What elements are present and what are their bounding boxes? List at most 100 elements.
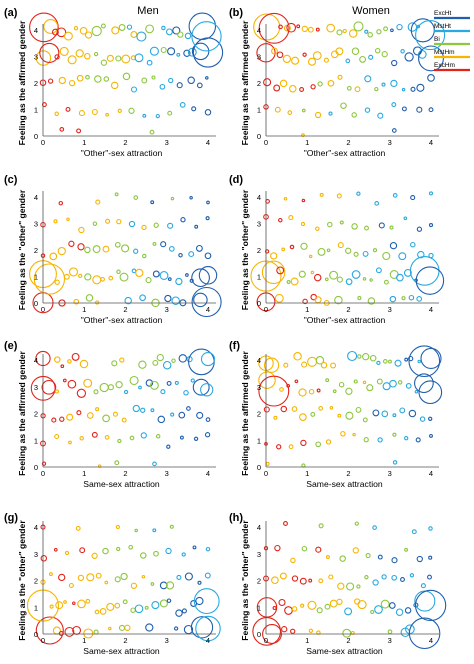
- data-bubble: [288, 444, 294, 450]
- data-bubble: [289, 244, 295, 250]
- x-tick-label: 1: [82, 305, 86, 314]
- x-tick-label: 4: [429, 305, 433, 314]
- data-bubble: [353, 251, 359, 257]
- data-bubble: [93, 629, 99, 635]
- data-bubble: [73, 26, 79, 31]
- data-bubble: [278, 598, 286, 607]
- data-bubble: [369, 278, 373, 282]
- data-bubble: [204, 572, 211, 579]
- data-bubble: [115, 524, 120, 530]
- data-bubble: [332, 389, 337, 394]
- data-bubble: [175, 277, 183, 286]
- data-bubble: [155, 113, 160, 119]
- data-bubble: [54, 54, 60, 60]
- y-tick-label: 0: [257, 299, 261, 308]
- data-bubble: [155, 434, 161, 439]
- data-bubble: [339, 555, 346, 562]
- data-bubble: [104, 435, 110, 440]
- data-bubble: [381, 410, 389, 418]
- data-bubble: [118, 624, 126, 631]
- data-bubble: [390, 28, 394, 33]
- data-bubble: [58, 631, 64, 636]
- data-bubble: [149, 129, 155, 135]
- data-bubble: [183, 390, 189, 396]
- data-bubble: [100, 23, 106, 29]
- data-bubble: [279, 387, 284, 392]
- data-bubble: [397, 380, 403, 385]
- data-bubble: [63, 31, 73, 41]
- data-bubble: [414, 590, 436, 612]
- data-bubble: [146, 59, 153, 66]
- data-bubble: [408, 345, 441, 378]
- data-bubble: [323, 57, 329, 63]
- data-bubble: [178, 354, 188, 363]
- data-bubble: [381, 82, 386, 87]
- data-bubble: [302, 52, 307, 57]
- data-bubble: [418, 45, 444, 72]
- data-bubble: [315, 441, 322, 448]
- data-bubble: [258, 375, 290, 407]
- data-bubble: [396, 273, 404, 282]
- y-tick-label: 2: [34, 410, 38, 419]
- y-tick-label: 1: [34, 106, 38, 115]
- data-bubble: [68, 240, 75, 247]
- data-bubble: [339, 220, 344, 225]
- data-bubble: [181, 552, 186, 557]
- data-bubble: [204, 252, 212, 260]
- data-bubble: [307, 26, 314, 33]
- data-bubble: [94, 75, 102, 83]
- y-axis-label: Feeling as the "other" gender: [17, 520, 27, 641]
- data-bubble: [129, 375, 139, 386]
- data-bubble: [105, 218, 111, 224]
- data-bubble: [416, 83, 425, 92]
- data-bubble: [258, 12, 290, 44]
- data-bubble: [53, 219, 58, 224]
- data-bubble: [85, 598, 91, 604]
- panel-b: (b)Feeling as the affirmed gender "Other"…: [229, 7, 446, 158]
- data-bubble: [403, 268, 412, 277]
- data-bubble: [138, 385, 142, 390]
- x-tick-label: 3: [388, 636, 392, 645]
- legend: ExcHt MstHt Bi MstHm ExcHm: [434, 10, 470, 72]
- data-bubble: [175, 609, 183, 617]
- data-bubble: [129, 435, 135, 441]
- x-axis-label: "Other"-sex attraction: [304, 315, 386, 325]
- y-tick-label: 2: [257, 577, 261, 586]
- data-bubble: [165, 547, 172, 555]
- y-tick-label: 4: [257, 193, 261, 202]
- data-bubble: [345, 278, 353, 286]
- data-bubble: [428, 191, 434, 196]
- data-bubble: [411, 529, 417, 535]
- y-axis-label: Feeling as the "other" gender: [240, 189, 250, 310]
- data-bubble: [59, 127, 65, 132]
- data-bubble: [364, 225, 369, 231]
- x-tick-label: 0: [41, 469, 45, 478]
- data-bubble: [99, 382, 109, 393]
- data-bubble: [59, 46, 69, 56]
- data-bubble: [356, 191, 361, 196]
- data-bubble: [78, 110, 85, 117]
- y-tick-label: 4: [34, 193, 38, 202]
- data-bubble: [359, 55, 367, 63]
- data-bubble: [107, 384, 114, 391]
- data-bubble: [286, 280, 291, 284]
- data-bubble: [408, 617, 441, 650]
- data-bubble: [398, 252, 407, 261]
- data-bubble: [152, 528, 157, 533]
- data-bubble: [193, 588, 220, 615]
- data-bubble: [186, 406, 191, 411]
- data-bubble: [263, 357, 280, 373]
- data-bubble: [91, 552, 98, 559]
- data-bubble: [103, 76, 110, 82]
- data-bubble: [345, 387, 353, 395]
- y-tick-label: 3: [34, 550, 38, 559]
- data-bubble: [261, 260, 286, 285]
- data-bubble: [75, 49, 84, 58]
- data-bubble: [56, 27, 67, 38]
- data-bubble: [205, 417, 211, 422]
- y-tick-label: 4: [257, 26, 261, 35]
- data-bubble: [312, 51, 322, 60]
- data-bubble: [204, 109, 212, 116]
- data-bubble: [115, 55, 122, 62]
- x-tick-label: 4: [429, 469, 433, 478]
